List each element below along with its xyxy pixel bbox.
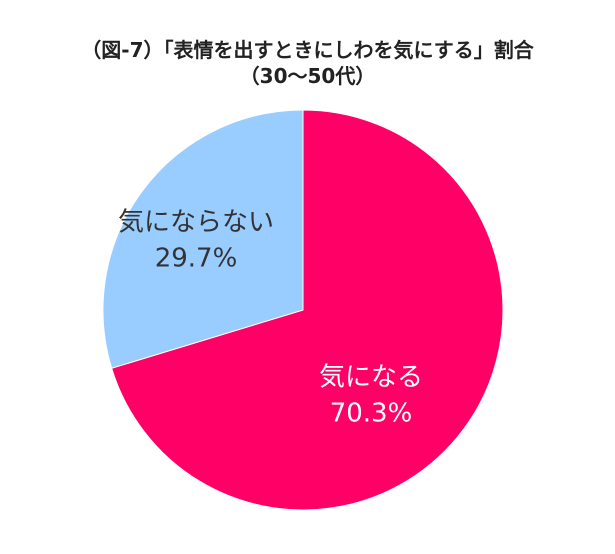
- slice-label-1: 気にならない: [118, 208, 274, 238]
- pie-slice-1: [102, 109, 304, 369]
- chart-title-line-1: （図-7）「表情を出すときにしわを気にする」割合: [81, 38, 534, 62]
- slice-value-label-1: 29.7%: [155, 244, 238, 274]
- slice-label-0: 気になる: [319, 363, 423, 393]
- slice-value-label-0: 70.3%: [330, 399, 413, 429]
- pie-slice-0: [111, 109, 504, 511]
- chart-title-line-2: （30〜50代）: [239, 64, 376, 88]
